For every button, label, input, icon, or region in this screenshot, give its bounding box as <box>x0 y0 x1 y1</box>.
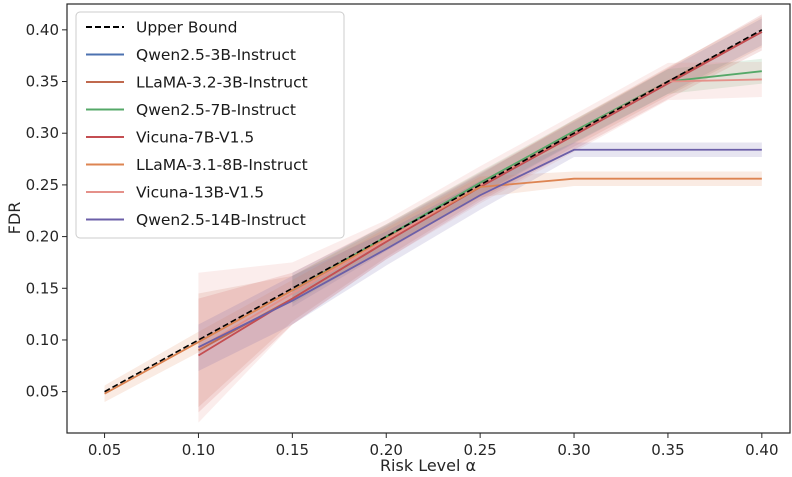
band-vicuna-7b-v1-5 <box>198 14 762 413</box>
legend: Upper Bound Qwen2.5-3B-Instruct LLaMA-3.2-… <box>75 11 345 239</box>
legend-label-qwen2-5-14b-instruct: Qwen2.5-14B-Instruct <box>136 211 306 229</box>
y-axis-ticks: 0.05 0.10 0.15 0.20 0.25 0.30 0.35 0.40 <box>26 21 67 401</box>
y-tick-label: 0.20 <box>26 228 59 246</box>
legend-label-vicuna-13b-v1-5: Vicuna-13B-V1.5 <box>136 184 264 202</box>
legend-label-upper-bound: Upper Bound <box>136 19 237 37</box>
band-llama-3-2-3b-instruct <box>198 16 762 408</box>
x-axis-ticks: 0.05 0.10 0.15 0.20 0.25 0.30 0.35 0.40 <box>88 433 779 459</box>
x-tick-label: 0.05 <box>88 441 121 459</box>
upper-bound-line <box>104 29 763 393</box>
y-tick-label: 0.25 <box>26 176 59 194</box>
band-llama-3-1-8b-instruct <box>104 171 762 402</box>
series-line-qwen2-5-14b-instruct <box>198 148 762 349</box>
x-tick-label: 0.15 <box>276 441 309 459</box>
legend-label-qwen2-5-3b-instruct: Qwen2.5-3B-Instruct <box>136 46 296 64</box>
y-axis-label: FDR <box>5 202 24 235</box>
x-tick-label: 0.20 <box>370 441 403 459</box>
legend-label-qwen2-5-7b-instruct: Qwen2.5-7B-Instruct <box>136 101 296 119</box>
x-tick-label: 0.30 <box>557 441 590 459</box>
x-tick-label: 0.40 <box>745 441 778 459</box>
y-tick-label: 0.15 <box>26 279 59 297</box>
y-tick-label: 0.35 <box>26 73 59 91</box>
legend-label-llama-3-1-8b-instruct: LLaMA-3.1-8B-Instruct <box>136 156 308 174</box>
series-line-qwen2-5-7b-instruct <box>291 70 762 292</box>
y-tick-label: 0.05 <box>26 383 59 401</box>
y-tick-label: 0.40 <box>26 21 59 39</box>
y-tick-label: 0.10 <box>26 331 59 349</box>
x-tick-label: 0.10 <box>182 441 215 459</box>
legend-box <box>75 11 345 239</box>
legend-label-llama-3-2-3b-instruct: LLaMA-3.2-3B-Instruct <box>136 74 308 92</box>
x-axis-label: Risk Level α <box>380 456 476 475</box>
band-vicuna-13b-v1-5 <box>198 61 762 423</box>
x-tick-label: 0.35 <box>651 441 684 459</box>
band-qwen2-5-7b-instruct <box>292 58 762 304</box>
series-lines <box>104 29 763 395</box>
y-tick-label: 0.30 <box>26 124 59 142</box>
band-qwen2-5-14b-instruct <box>198 142 762 371</box>
legend-label-vicuna-7b-v1-5: Vicuna-7B-V1.5 <box>136 129 254 147</box>
x-tick-label: 0.25 <box>463 441 496 459</box>
